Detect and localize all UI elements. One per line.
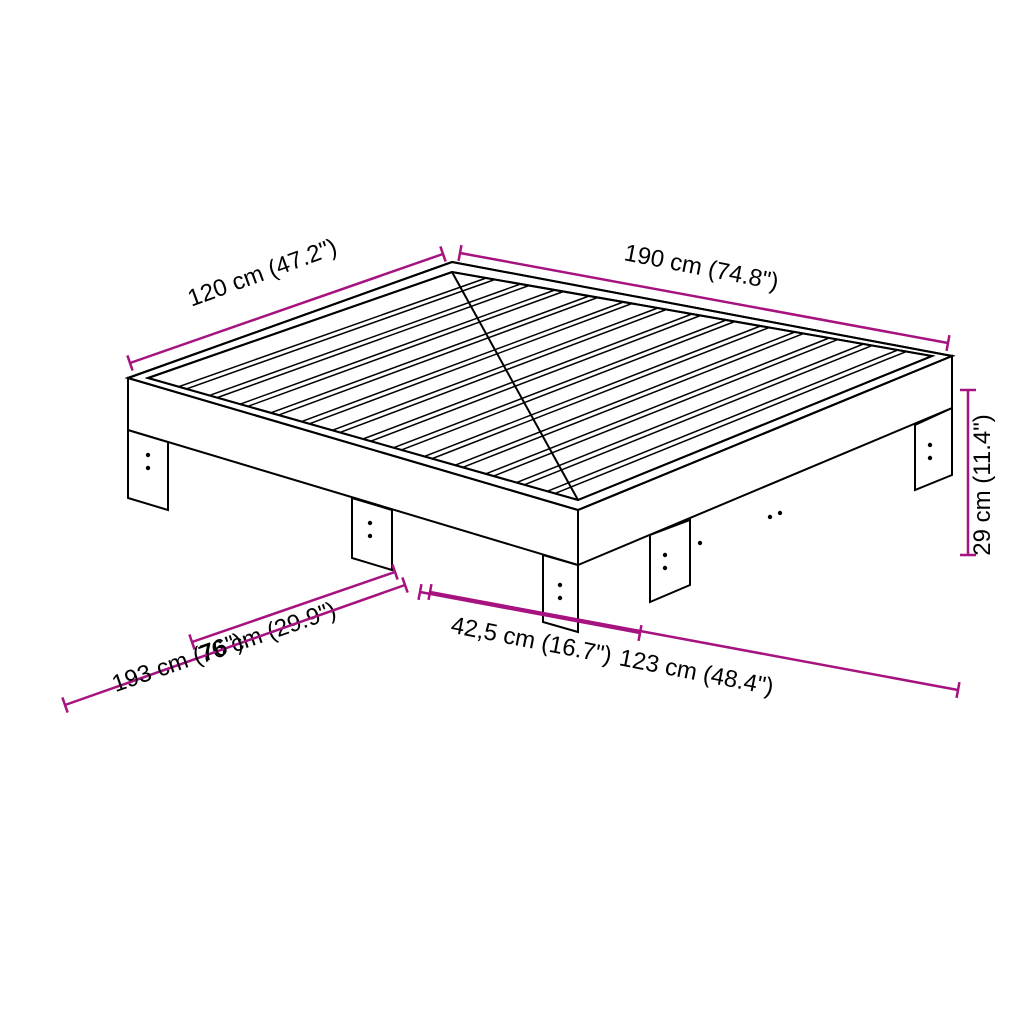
bolt-dot [778,511,782,515]
bolt-dot [928,443,932,447]
dimension-tick [419,584,422,600]
dimension-label-height: 29 cm (11.4") [969,414,996,555]
dimension-tick [957,682,960,698]
bolt-dot [146,466,150,470]
dimension-label-outer_length: 193 cm (76") [109,628,247,698]
dimension-tick [429,584,432,600]
bolt-dot [558,596,562,600]
bed-leg [352,498,392,570]
dimension-tick [459,245,462,261]
bolt-dot [663,566,667,570]
bolt-dot [368,534,372,538]
dimension-label-inner_width: 120 cm (47.2") [184,233,340,312]
bolt-dot [368,521,372,525]
bolt-dot [928,456,932,460]
dimension-tick [947,335,950,351]
bolt-dot [146,453,150,457]
bolt-dot [558,583,562,587]
dimension-tick [639,625,642,641]
bolt-dot [663,553,667,557]
bolt-dot [768,515,772,519]
bolt-dot [698,541,702,545]
